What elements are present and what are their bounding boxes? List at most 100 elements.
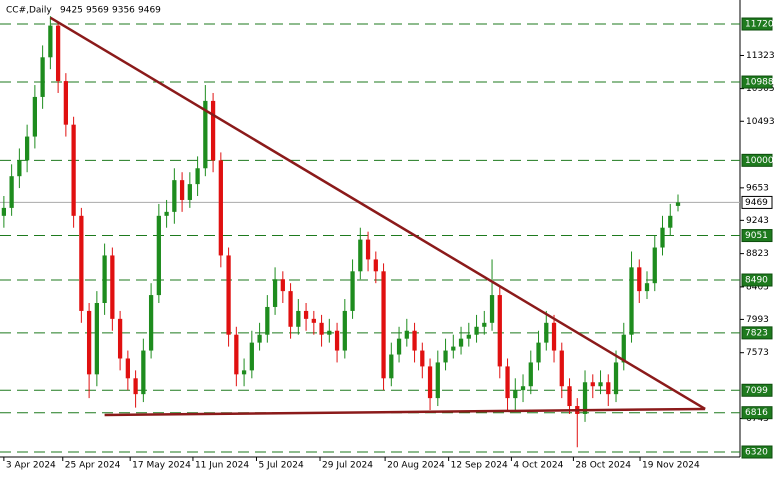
level-label: 11720 xyxy=(745,20,774,30)
candle-body xyxy=(156,215,161,296)
layer xyxy=(49,16,706,417)
level-label-box xyxy=(741,326,773,340)
candle-body xyxy=(94,303,99,375)
candle-body xyxy=(203,100,208,169)
candle-body xyxy=(311,318,316,323)
candle-body xyxy=(342,310,347,351)
candle-body xyxy=(9,176,14,208)
x-tick-label: 29 Jul 2024 xyxy=(322,461,373,471)
candle-body xyxy=(536,342,541,363)
ohlc-value: 9569 xyxy=(86,6,109,16)
candle-body xyxy=(505,366,510,399)
x-tick-label: 17 May 2024 xyxy=(132,461,191,471)
y-tick-label: 7573 xyxy=(746,348,769,358)
candle-body xyxy=(644,283,650,292)
candle-body xyxy=(257,334,262,343)
candle-body xyxy=(234,334,239,375)
candle-body xyxy=(629,267,634,335)
candle-body xyxy=(389,354,394,379)
y-tick-label: 10905 xyxy=(746,84,775,94)
candle-body xyxy=(218,160,223,256)
candle-body xyxy=(528,362,533,387)
level-label: 8490 xyxy=(745,276,768,286)
header: CC#,Daily 9425 9569 9356 9469 xyxy=(6,6,161,16)
x-tick-label: 11 Jun 2024 xyxy=(195,461,249,471)
candle-body xyxy=(86,310,92,375)
candle-body xyxy=(606,382,611,395)
candle-body xyxy=(55,25,61,82)
candle-body xyxy=(551,322,557,351)
candle-body xyxy=(451,346,456,351)
ohlc-value: 9425 xyxy=(60,6,83,16)
candle-body xyxy=(303,310,309,319)
candle-body xyxy=(24,136,30,161)
layer xyxy=(1,16,681,448)
level-label-box xyxy=(741,383,773,397)
candle-body xyxy=(32,96,37,137)
candle-body xyxy=(148,295,154,351)
candle-body xyxy=(567,386,572,407)
candle-body xyxy=(381,271,386,379)
candle-body xyxy=(63,81,68,125)
candle-body xyxy=(350,271,355,311)
candle-body xyxy=(249,342,254,371)
level-label: 9051 xyxy=(745,231,768,241)
candle-body xyxy=(660,227,665,248)
level-label-box xyxy=(741,75,773,89)
candle-body xyxy=(613,362,619,395)
candle-body xyxy=(443,350,448,363)
candle-body xyxy=(482,322,487,327)
candle-body xyxy=(598,382,603,387)
level-label-box xyxy=(741,153,773,167)
candle-body xyxy=(590,382,595,387)
candle-body xyxy=(179,180,185,200)
symbol-label: CC#,Daily xyxy=(6,6,52,16)
layer: 11323 10905 10493 9653 9243 8823 8403 7993 7573 6… xyxy=(3,17,775,471)
candle-body xyxy=(497,295,502,367)
candle-body xyxy=(226,255,231,335)
last-price-label: 9469 xyxy=(745,198,768,208)
x-tick-label: 4 Oct 2024 xyxy=(513,461,563,471)
x-tick-label: 20 Aug 2024 xyxy=(387,461,445,471)
y-tick-label: 11323 xyxy=(746,51,775,61)
level-label-box xyxy=(741,406,773,420)
y-tick-label: 9653 xyxy=(746,183,769,193)
candle-body xyxy=(79,215,84,311)
level-label: 6816 xyxy=(745,408,768,418)
candle-body xyxy=(513,390,518,399)
candle-body xyxy=(288,291,293,327)
x-tick-label: 3 Apr 2024 xyxy=(6,461,56,471)
layer xyxy=(0,23,740,453)
trendline xyxy=(104,407,706,417)
candle-body xyxy=(435,362,440,399)
level-label: 6320 xyxy=(745,448,768,458)
x-tick-label: 25 Apr 2024 xyxy=(65,461,121,471)
y-tick-label: 8823 xyxy=(746,249,769,259)
candle-body xyxy=(466,334,471,339)
candle-body xyxy=(652,247,657,284)
candle-body xyxy=(272,279,278,307)
candle-body xyxy=(133,378,138,395)
candle-body xyxy=(195,168,200,185)
level-label: 7823 xyxy=(745,328,768,338)
level-label: 10988 xyxy=(745,78,774,88)
x-tick-label: 19 Nov 2024 xyxy=(642,461,700,471)
candle-body xyxy=(327,330,332,335)
candle-body xyxy=(427,366,433,399)
candle-body xyxy=(296,310,301,327)
x-tick-label: 28 Oct 2024 xyxy=(575,461,631,471)
candle-body xyxy=(172,180,177,212)
level-label-box xyxy=(741,229,773,243)
y-tick-label: 9243 xyxy=(746,216,769,226)
candle-body xyxy=(520,386,526,391)
candle-body xyxy=(210,100,216,161)
candle-body xyxy=(241,370,247,375)
candle-body xyxy=(412,330,417,351)
candle-body xyxy=(110,255,115,319)
x-tick-label: 12 Sep 2024 xyxy=(451,461,508,471)
candle-body xyxy=(420,350,425,367)
level-label-box xyxy=(741,273,773,287)
